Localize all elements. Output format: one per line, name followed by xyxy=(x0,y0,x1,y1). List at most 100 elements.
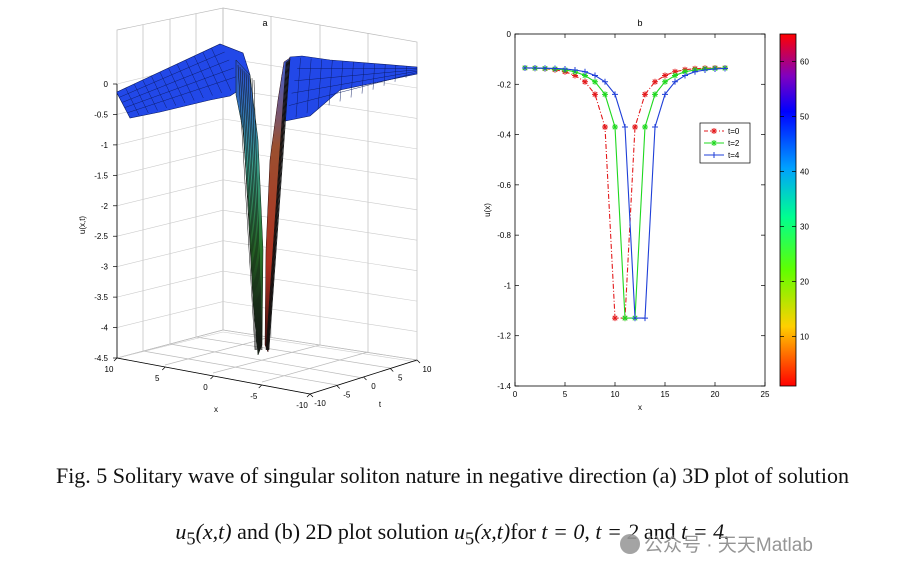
z-grid-line xyxy=(116,209,418,241)
mesh-line xyxy=(185,59,204,99)
series-point-t=4 xyxy=(682,72,688,79)
z-grid-line xyxy=(116,149,418,180)
z-grid-line xyxy=(116,179,418,211)
panel-a-title: a xyxy=(262,18,267,28)
x-tick-label: 5 xyxy=(155,374,160,383)
series-point-t=4 xyxy=(552,65,558,72)
trough-line xyxy=(268,58,291,351)
panel-a-t-label: t xyxy=(379,400,382,409)
figure-caption-line-1: Fig. 5 Solitary wave of singular soliton… xyxy=(55,463,850,488)
watermark: 公众号 · 天天Matlab xyxy=(620,530,813,557)
series-point-t=4 xyxy=(562,65,568,72)
series-point-t=4 xyxy=(652,124,658,131)
t-tick-mark xyxy=(336,385,340,389)
series-point-t=2 xyxy=(652,91,658,98)
panel-a-3d-plot: a 0 -0.5 -1 -1.5 -2 -2.5 -3 -3.5 -4 -4.5 u(x,t) xyxy=(78,7,432,414)
mesh-line xyxy=(127,75,239,114)
mesh-line xyxy=(124,67,234,108)
mesh-line xyxy=(122,59,230,103)
z-tick-label: -1 xyxy=(101,141,109,150)
mesh-line xyxy=(383,64,386,86)
y-tick-label: -0.4 xyxy=(497,131,511,140)
panel-b-legend: t=0 t=2 t=4 xyxy=(699,122,751,164)
series-point-t=4 xyxy=(632,315,638,322)
series-point-t=4 xyxy=(602,78,608,85)
series-point-t=0 xyxy=(652,78,658,85)
panel-b-y-ticks: 0 -0.2 -0.4 -0.6 -0.8 -1 -1.2 -1.4 xyxy=(497,30,765,391)
mesh-line xyxy=(119,51,225,98)
trough-line xyxy=(249,76,261,351)
trough-line xyxy=(267,60,289,351)
trough-line xyxy=(245,72,259,351)
series-point-t=0 xyxy=(642,91,648,98)
x-tick-label: 10 xyxy=(105,365,114,374)
figure-caption-line-2: u5(x,t) and (b) 2D plot solution u5(x,t)… xyxy=(175,519,730,549)
mesh-line xyxy=(176,63,195,101)
mesh-line xyxy=(211,47,232,91)
series-point-t=0 xyxy=(632,124,638,131)
y-tick-label: -0.2 xyxy=(497,80,511,89)
panel-a-surface xyxy=(116,43,418,356)
z-tick-label: -2.5 xyxy=(94,232,108,241)
series-point-t=4 xyxy=(692,68,698,75)
caption-t0: t = 0 xyxy=(541,519,585,544)
caption-u-args: (x,t) xyxy=(195,519,232,544)
trough-line xyxy=(268,59,290,351)
z-tick-label: -4.5 xyxy=(94,354,108,363)
trough-line xyxy=(266,61,288,351)
trough-line xyxy=(239,66,257,351)
y-tick-label: 0 xyxy=(507,30,512,39)
x-tick-label: 10 xyxy=(611,390,620,399)
x-tick-label: -10 xyxy=(296,401,308,410)
panel-a-z-ticks: 0 -0.5 -1 -1.5 -2 -2.5 -3 -3.5 -4 -4.5 xyxy=(94,80,117,363)
mesh-line xyxy=(328,60,333,106)
mesh-line xyxy=(306,58,312,114)
caption-u-subscript: 5 xyxy=(186,528,196,549)
series-point-t=0 xyxy=(592,91,598,98)
series-point-t=0 xyxy=(572,72,578,79)
t-tick-label: 10 xyxy=(423,365,432,374)
x-tick-mark xyxy=(113,357,118,362)
z-tick-label: -2 xyxy=(101,202,109,211)
mesh-line xyxy=(394,65,397,82)
series-point-t=4 xyxy=(532,64,538,71)
series-point-t=2 xyxy=(622,315,628,322)
mesh-line xyxy=(295,57,301,118)
t-tick-label: 5 xyxy=(398,374,403,383)
series-point-t=2 xyxy=(592,78,598,85)
trough-line xyxy=(241,68,257,351)
caption-and: and xyxy=(643,519,676,544)
series-point-t=2 xyxy=(662,78,668,85)
figure-canvas: a 0 -0.5 -1 -1.5 -2 -2.5 -3 -3.5 -4 -4.5 u(x,t) xyxy=(78,7,809,414)
mesh-line xyxy=(159,71,177,106)
panel-a-surface-mesh xyxy=(119,47,418,118)
z-tick-label: -3 xyxy=(101,263,109,272)
colorbar-tick-label: 30 xyxy=(800,223,809,232)
series-point-t=4 xyxy=(582,68,588,75)
mesh-line xyxy=(361,62,365,94)
series-point-t=2 xyxy=(672,72,678,79)
t-tick-mark xyxy=(416,359,421,364)
series-point-t=2 xyxy=(612,124,618,131)
colorbar-tick-label: 50 xyxy=(800,113,809,122)
mesh-line xyxy=(133,83,149,114)
panel-b-axes xyxy=(514,33,766,387)
x-tick-mark xyxy=(210,375,214,380)
x-tick-mark xyxy=(162,366,166,371)
panel-b-title: b xyxy=(637,18,642,28)
legend-marker-t=2 xyxy=(711,140,717,146)
trough-line xyxy=(268,59,290,351)
colorbar-tick-label: 40 xyxy=(800,168,809,177)
x-tick-label: 0 xyxy=(203,383,208,392)
mesh-line xyxy=(168,67,186,104)
panel-b-x-label: x xyxy=(638,403,642,412)
z-tick-label: 0 xyxy=(104,80,109,89)
t-tick-label: 0 xyxy=(371,382,376,391)
t-tick-mark xyxy=(363,376,367,381)
panel-a-x-label: x xyxy=(214,405,218,414)
panel-b-x-ticks: 0 5 10 15 20 25 xyxy=(513,34,770,399)
trough-line xyxy=(237,64,256,351)
series-point-t=0 xyxy=(602,124,608,131)
trough-line xyxy=(243,70,258,351)
panel-b-2d-plot: b 0 -0.2 -0.4 -0.6 -0.8 -1 -1.2 -1.4 0 5 10 15 20 25… xyxy=(483,18,770,412)
